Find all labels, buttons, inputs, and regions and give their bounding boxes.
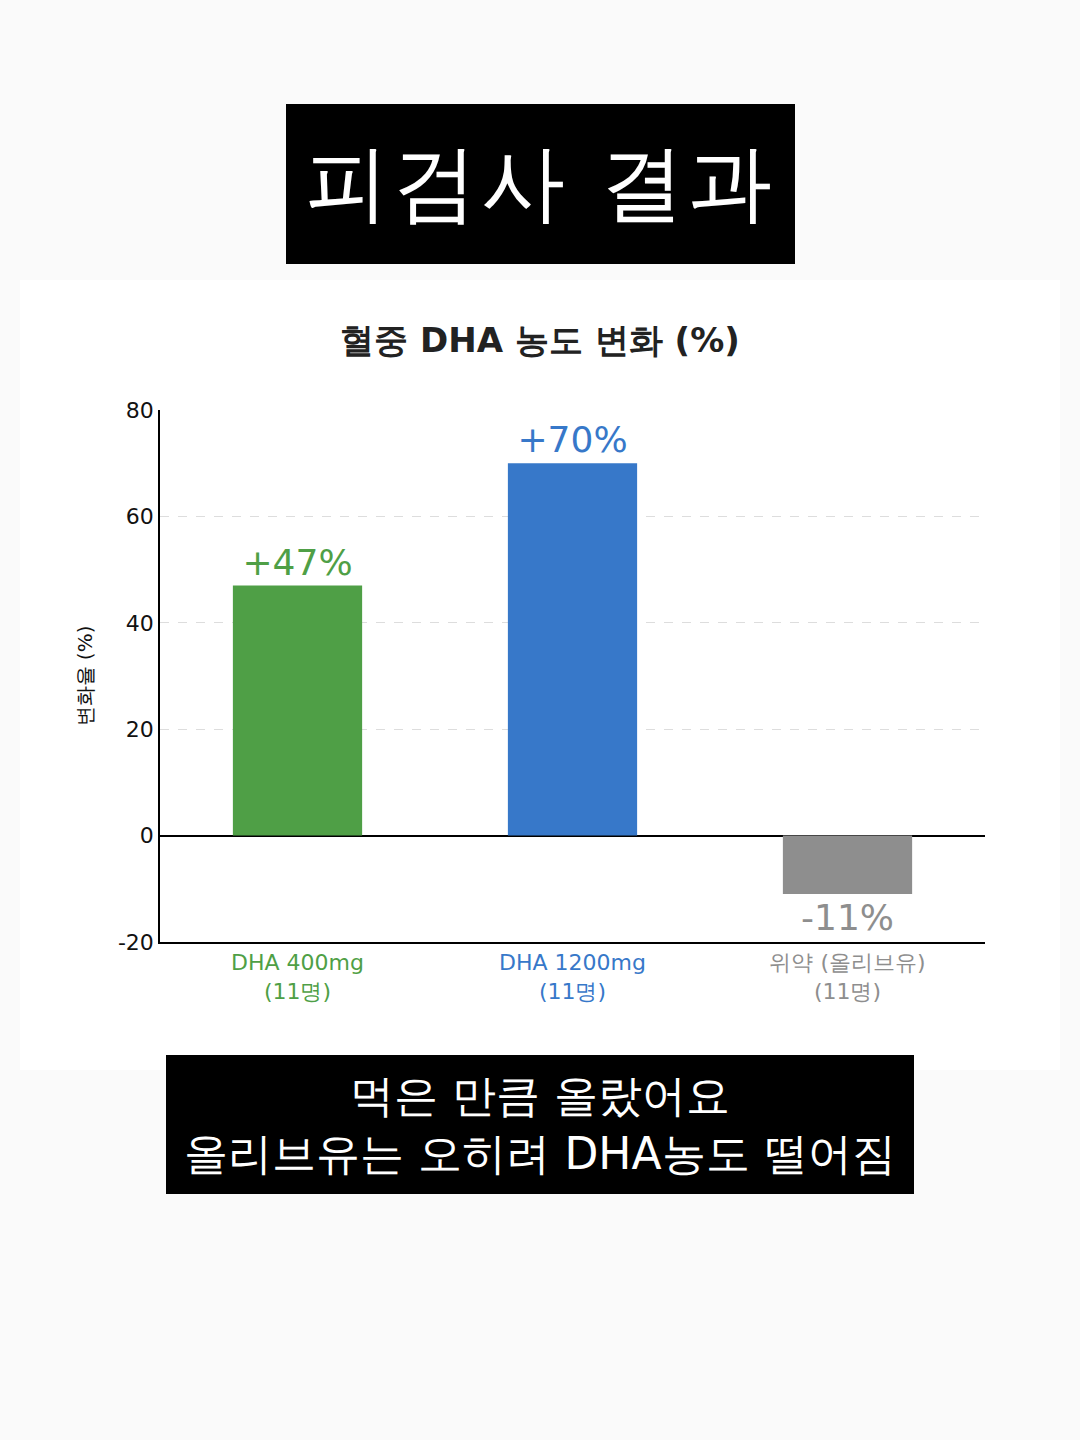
svg-text:위약 (올리브유)(11명): 위약 (올리브유)(11명) (769, 950, 925, 1004)
svg-text:+70%: +70% (517, 419, 627, 460)
svg-text:-20: -20 (118, 930, 154, 955)
svg-text:+47%: +47% (242, 542, 352, 583)
svg-text:혈중 DHA 농도 변화 (%): 혈중 DHA 농도 변화 (%) (340, 320, 739, 360)
svg-text:60: 60 (126, 504, 154, 529)
svg-text:40: 40 (126, 611, 154, 636)
svg-text:80: 80 (126, 398, 154, 423)
svg-text:DHA 400mg(11명): DHA 400mg(11명) (231, 950, 364, 1004)
html-text:피검사 결과: 피검사 결과 (305, 134, 776, 232)
svg-text:-11%: -11% (801, 897, 894, 938)
html-text:올리브유는 오히려 DHA농도 떨어짐: 올리브유는 오히려 DHA농도 떨어짐 (184, 1127, 896, 1179)
svg-text:20: 20 (126, 717, 154, 742)
svg-text:변화율 (%): 변화율 (%) (73, 626, 97, 727)
svg-text:0: 0 (140, 823, 154, 848)
svg-text:DHA 1200mg(11명): DHA 1200mg(11명) (499, 950, 646, 1004)
html-text:먹은 만큼 올랐어요: 먹은 만큼 올랐어요 (350, 1070, 730, 1122)
